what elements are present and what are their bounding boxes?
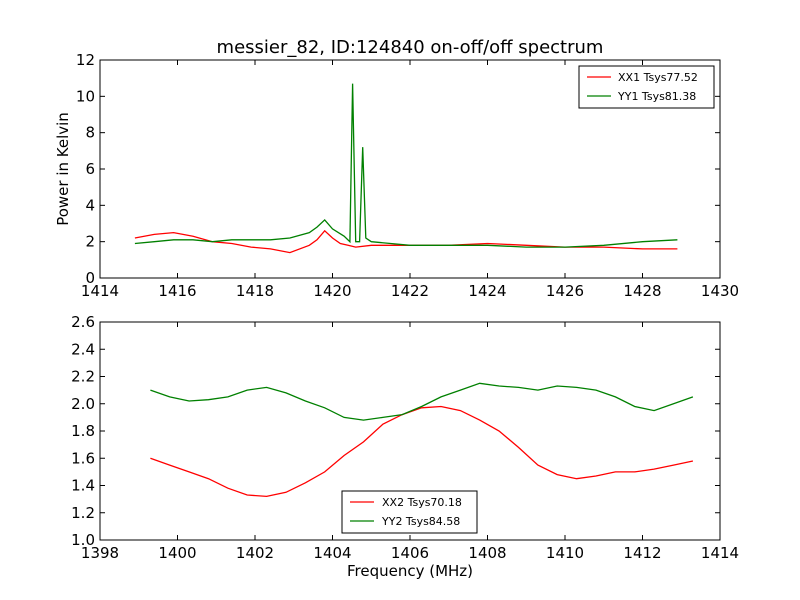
top-x-tick-label: 1424 [468, 282, 506, 300]
bottom-legend-label-xx2: XX2 Tsys70.18 [382, 496, 462, 509]
bottom-y-tick-label: 2.4 [71, 340, 95, 358]
bottom-x-tick-label: 1410 [546, 544, 584, 562]
bottom-x-axis-label: Frequency (MHz) [347, 562, 473, 580]
top-y-tick-label: 8 [85, 124, 95, 142]
top-x-tick-label: 1414 [81, 282, 119, 300]
bottom-x-tick-label: 1408 [468, 544, 506, 562]
top-y-tick-label: 2 [85, 233, 95, 251]
top-y-tick-label: 12 [76, 51, 95, 69]
bottom-y-tick-label: 1.0 [71, 531, 95, 549]
top-y-ticks: 0 2 4 6 8 10 12 [76, 51, 720, 287]
top-legend-box [578, 65, 715, 109]
top-y-tick-label: 4 [85, 196, 95, 214]
top-legend: XX1 Tsys77.52 YY1 Tsys81.38 [578, 65, 715, 109]
bottom-x-tick-label: 1406 [391, 544, 429, 562]
bottom-x-tick-label: 1414 [701, 544, 739, 562]
bottom-y-tick-label: 2.0 [71, 395, 95, 413]
top-y-axis-label: Power in Kelvin [54, 112, 72, 226]
bottom-y-ticks: 1.0 1.2 1.4 1.6 1.8 2.0 2.2 2.4 2.6 [71, 313, 720, 549]
bottom-legend: XX2 Tsys70.18 YY2 Tsys84.58 [341, 490, 478, 534]
bottom-x-tick-label: 1412 [623, 544, 661, 562]
top-chart-title: messier_82, ID:124840 on-off/off spectru… [217, 37, 604, 58]
top-x-tick-label: 1420 [313, 282, 351, 300]
top-x-tick-label: 1422 [391, 282, 429, 300]
bottom-subplot: 1398 1400 1402 1404 1406 1408 1410 1412 1414 1.0… [71, 313, 739, 580]
bottom-y-tick-label: 2.2 [71, 368, 95, 386]
bottom-legend-box [341, 490, 478, 534]
bottom-y-tick-label: 1.6 [71, 449, 95, 467]
bottom-x-tick-label: 1402 [236, 544, 274, 562]
bottom-y-tick-label: 1.8 [71, 422, 95, 440]
top-y-tick-label: 6 [85, 160, 95, 178]
bottom-y-tick-label: 1.4 [71, 477, 95, 495]
top-y-tick-label: 10 [76, 87, 95, 105]
bottom-x-ticks: 1398 1400 1402 1404 1406 1408 1410 1412 1414 [81, 322, 739, 562]
top-x-tick-label: 1426 [546, 282, 584, 300]
top-series-group [134, 83, 678, 254]
top-x-tick-label: 1418 [236, 282, 274, 300]
bottom-series-line-0 [150, 405, 694, 498]
bottom-y-tick-label: 1.2 [71, 504, 95, 522]
top-x-tick-label: 1416 [158, 282, 196, 300]
bottom-x-tick-label: 1398 [81, 544, 119, 562]
top-x-tick-label: 1428 [623, 282, 661, 300]
top-legend-label-xx1: XX1 Tsys77.52 [618, 71, 698, 84]
bottom-series-line-1 [150, 382, 694, 421]
top-subplot: messier_82, ID:124840 on-off/off spectru… [54, 37, 739, 300]
top-series-line-1 [134, 83, 678, 248]
top-x-tick-label: 1430 [701, 282, 739, 300]
bottom-legend-label-yy2: YY2 Tsys84.58 [381, 515, 460, 528]
bottom-y-tick-label: 2.6 [71, 313, 95, 331]
bottom-x-tick-label: 1400 [158, 544, 196, 562]
top-y-tick-label: 0 [85, 269, 95, 287]
top-legend-label-yy1: YY1 Tsys81.38 [617, 90, 696, 103]
bottom-series-group [150, 382, 694, 498]
bottom-x-tick-label: 1404 [313, 544, 351, 562]
top-x-ticks: 1414 1416 1418 1420 1422 1424 1426 1428 1430 [81, 60, 739, 300]
